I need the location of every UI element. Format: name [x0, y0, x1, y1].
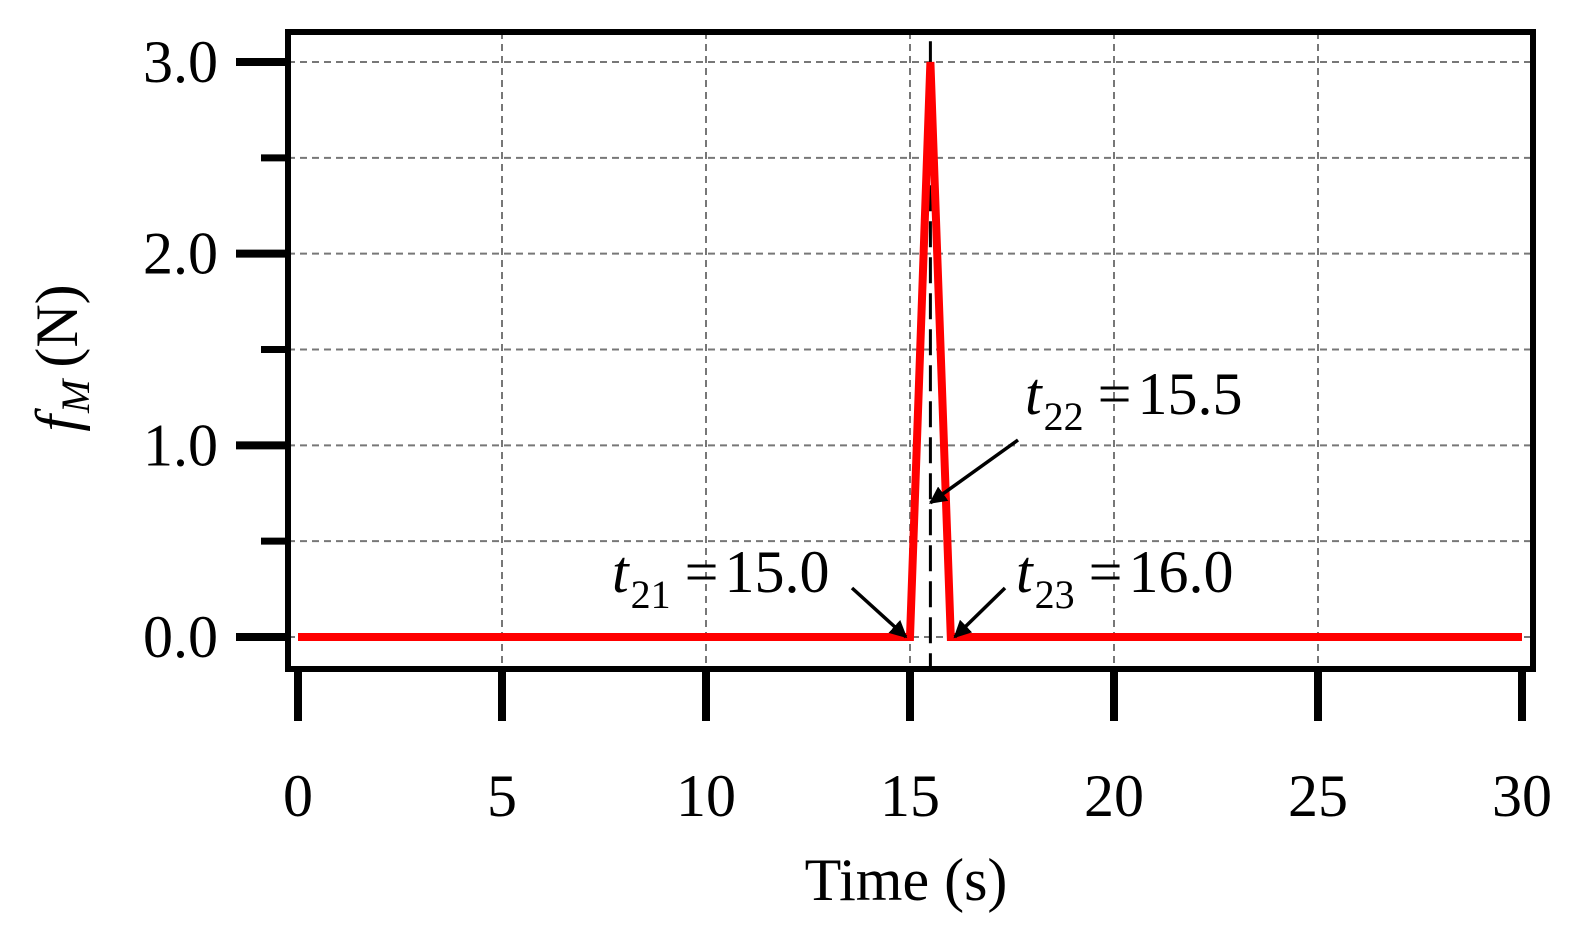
annotation-arrow	[953, 586, 1007, 639]
y-axis-label-subscript: M	[53, 377, 98, 414]
y-tick-label: 1.0	[143, 412, 218, 478]
x-axis-label: Time (s)	[805, 847, 1008, 913]
annotation-arrow	[928, 438, 1020, 505]
annotation-subscript: 21	[631, 572, 671, 617]
annotation-label: t21 = 15.0	[612, 539, 830, 617]
annotation-subscript: 23	[1035, 572, 1075, 617]
x-tick-label: 30	[1492, 763, 1552, 829]
annotation-operator: =	[1098, 361, 1132, 427]
x-tick-label: 15	[880, 763, 940, 829]
x-tick-label: 20	[1084, 763, 1144, 829]
annotation-value: 15.5	[1138, 361, 1243, 427]
annotation-value: 16.0	[1129, 539, 1234, 605]
annotation-symbol: t	[612, 539, 630, 605]
y-tick-label: 2.0	[143, 221, 218, 287]
annotation-value: 15.0	[725, 539, 830, 605]
series-line	[298, 61, 1522, 641]
annotation-operator: =	[685, 539, 719, 605]
x-tick-label: 25	[1288, 763, 1348, 829]
annotation-symbol: t	[1025, 361, 1043, 427]
y-tick-label: 3.0	[143, 29, 218, 95]
series-layer	[298, 61, 1522, 641]
axis-ticks: 0 5 10 15 20 25 30 0.0 1.0 2.0 3.0	[143, 29, 1552, 829]
y-axis-label: fM(N)	[24, 284, 98, 431]
annotation-label: t22 = 15.5	[1025, 361, 1243, 439]
annotation-label: t23 = 16.0	[1016, 539, 1234, 617]
annotation-subscript: 22	[1044, 394, 1084, 439]
y-axis-label-unit: (N)	[24, 284, 90, 367]
x-tick-label: 5	[487, 763, 517, 829]
x-tick-label: 0	[283, 763, 313, 829]
x-tick-label: 10	[676, 763, 736, 829]
annotation-arrow	[850, 586, 908, 639]
annotation-operator: =	[1089, 539, 1123, 605]
y-tick-label: 0.0	[143, 604, 218, 670]
annotation-symbol: t	[1016, 539, 1034, 605]
